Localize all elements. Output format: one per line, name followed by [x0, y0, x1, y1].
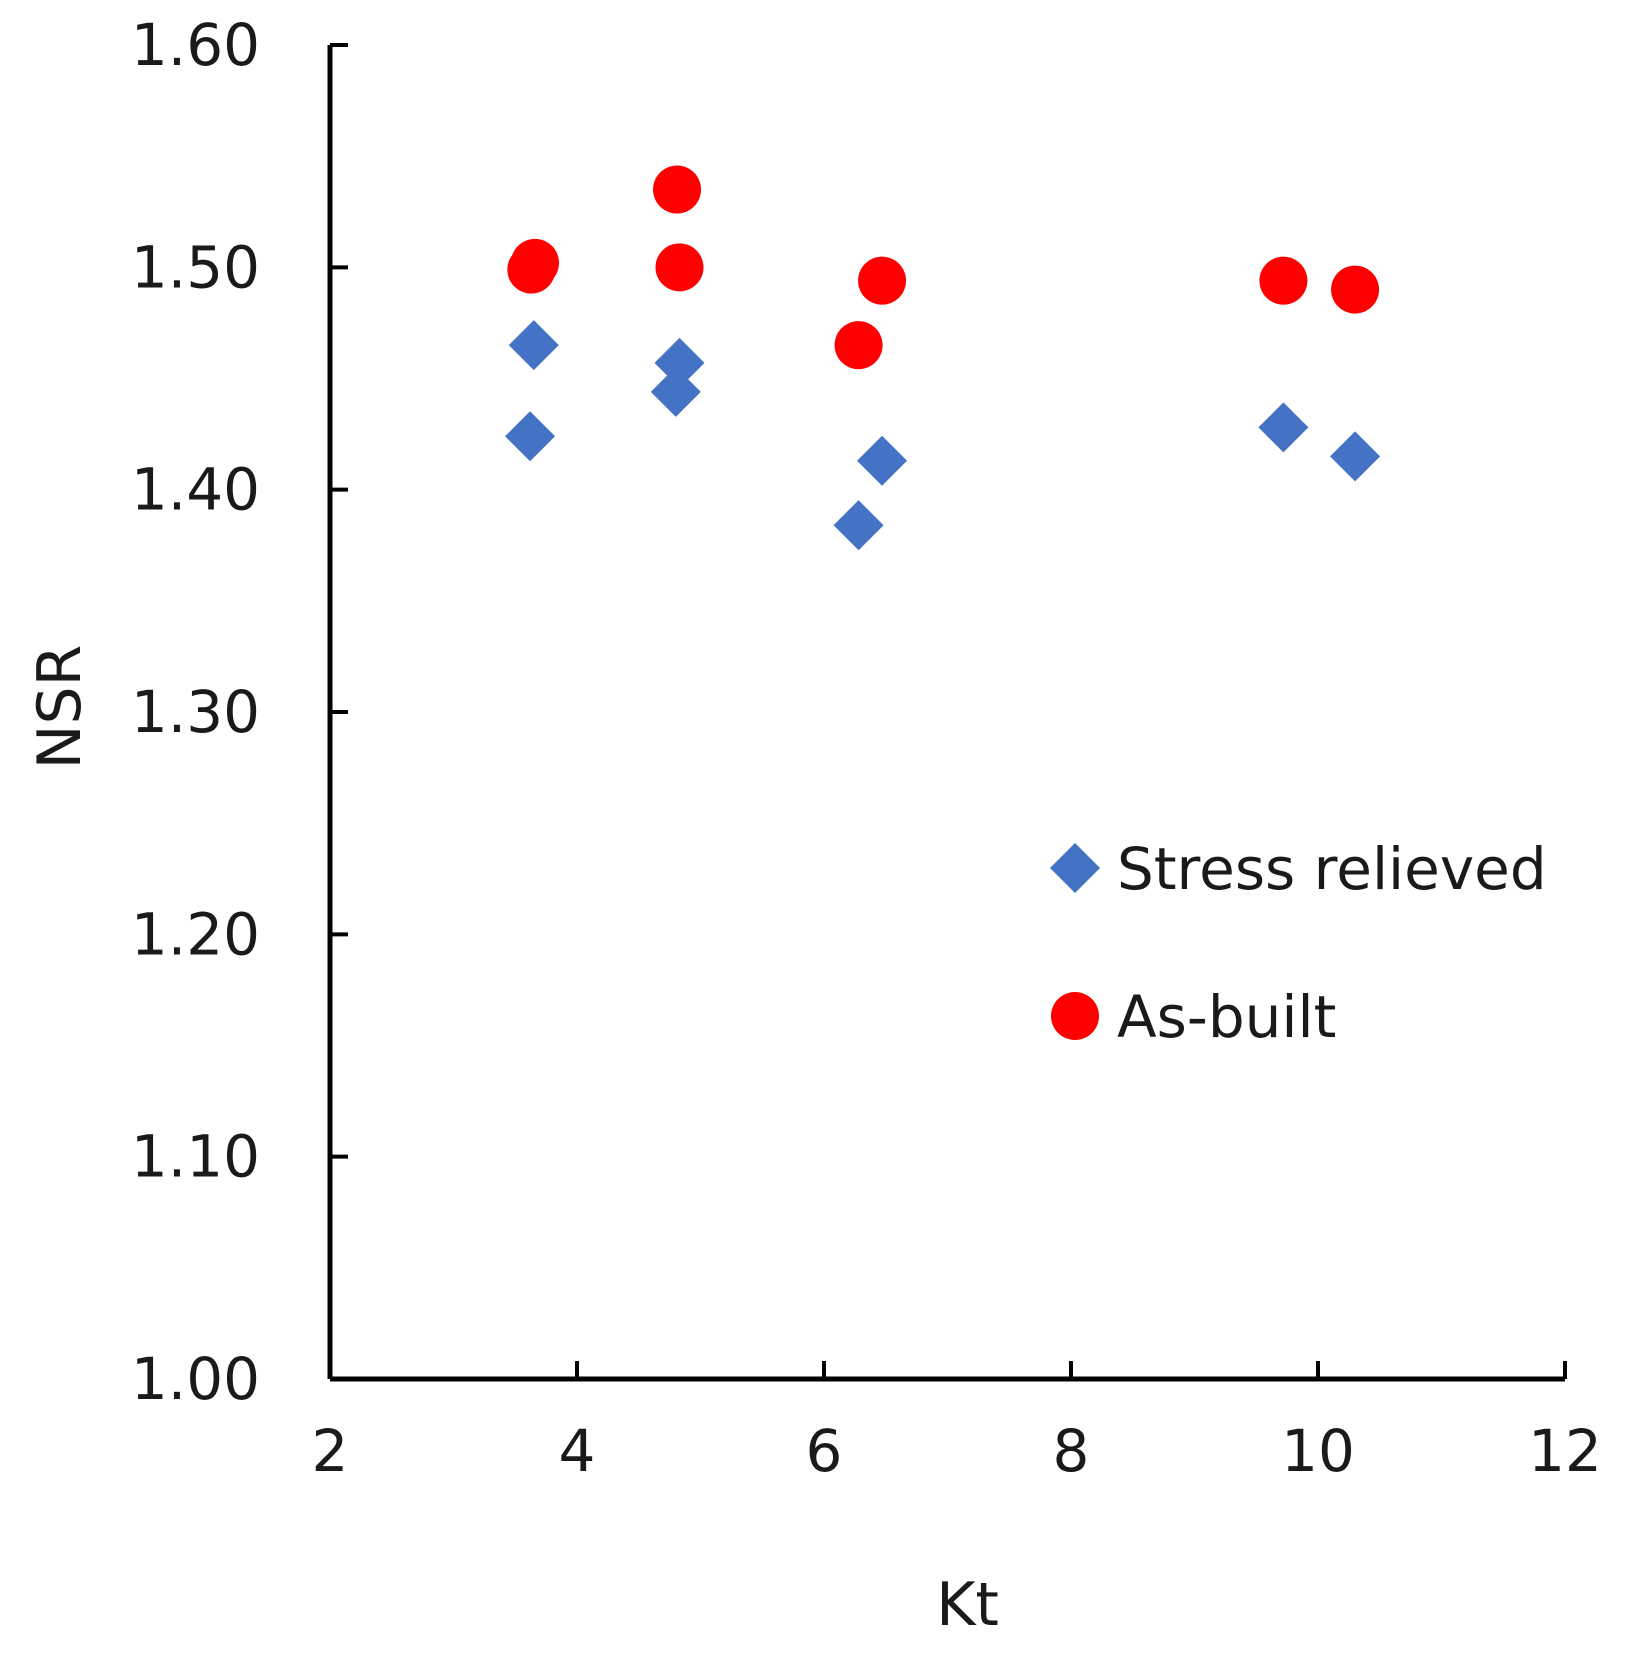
y-axis-title: NSR [25, 645, 95, 770]
x-tick-label: 4 [559, 1417, 596, 1485]
legend-marker-stress-relieved [1050, 843, 1100, 893]
y-tick-labels: 1.00 1.10 1.20 1.30 1.40 1.50 1.60 [131, 11, 260, 1413]
y-tick-label: 1.10 [131, 1123, 260, 1191]
y-tick-label: 1.30 [131, 678, 260, 746]
data-points [505, 165, 1381, 551]
x-tick-label: 12 [1528, 1417, 1602, 1485]
y-tick-label: 1.50 [131, 233, 260, 301]
legend-label-stress-relieved: Stress relieved [1117, 835, 1547, 903]
as-built-point [655, 243, 704, 292]
y-tick-label: 1.20 [131, 900, 260, 968]
y-tick-label: 1.60 [131, 11, 260, 79]
as-built-point [511, 238, 560, 287]
legend: Stress relieved As-built [1050, 835, 1547, 1051]
as-built-point [834, 321, 883, 370]
as-built-point [858, 256, 907, 305]
stress-relieved-point [857, 435, 908, 486]
stress-relieved-point [508, 320, 559, 371]
stress-relieved-point [654, 337, 705, 388]
x-tick-label: 2 [312, 1417, 349, 1485]
legend-label-as-built: As-built [1117, 983, 1336, 1051]
as-built-point [1259, 256, 1308, 305]
legend-marker-as-built [1051, 992, 1099, 1040]
stress-relieved-point [650, 366, 701, 417]
as-built-point [653, 165, 702, 214]
stress-relieved-point [833, 500, 884, 551]
tick-marks [328, 43, 1567, 1381]
stress-relieved-point [1330, 431, 1381, 482]
y-tick-label: 1.40 [131, 456, 260, 524]
x-tick-label: 10 [1281, 1417, 1355, 1485]
as-built-point [1331, 265, 1380, 314]
x-tick-labels: 2 4 6 8 10 12 [312, 1417, 1602, 1485]
stress-relieved-point [505, 411, 556, 462]
y-tick-label: 1.00 [131, 1345, 260, 1413]
x-tick-label: 8 [1053, 1417, 1090, 1485]
stress-relieved-point [1258, 402, 1309, 453]
axes [327, 45, 1565, 1382]
x-tick-label: 6 [806, 1417, 843, 1485]
x-axis-title: Kt [936, 1570, 999, 1640]
